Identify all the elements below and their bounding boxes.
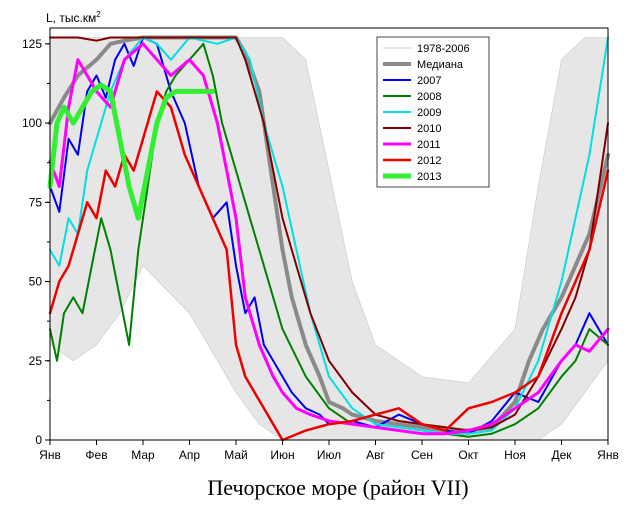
x-tick-label: Авг [366,448,385,462]
series-line-2009 [49,36,609,435]
x-tick-label: Окт [458,448,479,462]
series-line-2008 [49,42,609,438]
y-tick-label: 50 [29,275,43,289]
y-tick-label: 75 [29,195,43,209]
series-line-2013 [47,82,216,221]
y-tick-label: 125 [22,37,42,51]
series-line-Медиана [48,35,610,433]
y-axis-label-sup: 2 [96,10,101,19]
legend-label: 2013 [417,171,441,183]
legend-label: 2012 [417,155,441,167]
x-tick-label: Фев [85,448,107,462]
series-line-2010 [49,36,609,432]
legend-label: 2007 [417,75,441,87]
y-axis-label: L, тыс.км2 [46,10,101,25]
legend-label: 2009 [417,107,441,119]
legend-label: 2010 [417,123,441,135]
x-tick-label: Апр [179,448,201,462]
legend-label: 2008 [417,91,441,103]
x-tick-label: Июл [317,448,341,462]
chart-caption: Печорское море (район VII) [207,475,468,500]
x-tick-label: Ноя [504,448,526,462]
y-axis-label-text: L, тыс.км [46,11,96,25]
y-tick-label: 0 [35,433,42,447]
x-tick-label: Янв [597,448,619,462]
series-line-2011 [48,42,610,436]
legend-label: Медиана [417,59,464,71]
x-tick-label: Мар [131,448,155,462]
legend-label: 2011 [417,139,441,151]
series-line-2012 [48,90,610,442]
legend: 1978-2006 Медиана 2007 2008 2009 2010 2011 2012… [376,36,490,188]
x-tick-label: Сен [411,448,433,462]
x-tick-label: Янв [39,448,61,462]
series-layer [47,35,610,442]
y-tick-label: 25 [29,354,43,368]
x-tick-label: Июн [270,448,294,462]
y-tick-label: 100 [22,116,42,130]
legend-label: 1978-2006 [417,43,470,55]
x-tick-label: Май [224,448,248,462]
axes-layer: 0 25 50 75 100 125 Янв Фев Мар Апр Май Июн Июл Авг Сен… [22,27,619,462]
x-tick-label: Дек [551,448,572,462]
